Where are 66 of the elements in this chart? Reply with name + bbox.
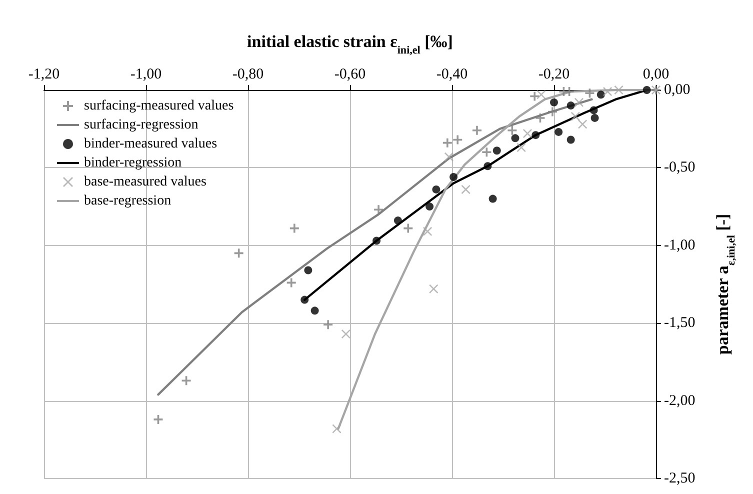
- point: [154, 414, 163, 424]
- y-tick-label: 0,00: [664, 82, 690, 98]
- point: [444, 152, 454, 162]
- point: [450, 173, 458, 182]
- point: [530, 92, 540, 101]
- y-tick-label: -2,50: [664, 470, 696, 486]
- point: [536, 113, 545, 122]
- point: [300, 296, 309, 304]
- point: [404, 224, 413, 233]
- legend-label: surfacing-measured values: [84, 98, 234, 114]
- point: [442, 138, 452, 148]
- x-tick-label: -1,20: [28, 66, 60, 82]
- legend-label: base-regression: [84, 194, 172, 208]
- point: [429, 284, 438, 294]
- point: [492, 146, 501, 155]
- y-tick-label: -1,00: [664, 237, 696, 254]
- point: [374, 205, 384, 214]
- point: [590, 114, 599, 122]
- y-axis-title: parameter aε,ini,el [-]: [713, 214, 738, 355]
- point: [453, 135, 462, 144]
- point: [310, 306, 319, 315]
- point: [590, 106, 598, 114]
- x-tick-label: -0,20: [538, 66, 570, 82]
- point: [532, 131, 540, 140]
- point: [182, 376, 191, 386]
- point: [461, 184, 470, 194]
- point: [585, 88, 594, 98]
- x-tick-label: -0,40: [436, 66, 468, 82]
- x-tick-label: -0,60: [334, 66, 366, 82]
- point: [341, 329, 350, 338]
- point: [488, 194, 497, 203]
- point: [564, 87, 574, 96]
- y-tick-label: -0,50: [664, 160, 696, 176]
- point: [614, 86, 624, 94]
- point: [324, 320, 333, 330]
- legend-label: base-measured values: [84, 174, 206, 190]
- point: [472, 126, 482, 135]
- x-tick-label: -0,80: [232, 66, 264, 82]
- point: [286, 278, 296, 288]
- point: [516, 143, 526, 152]
- x-tick-label: -1,00: [130, 66, 162, 82]
- point: [570, 112, 580, 121]
- point: [548, 107, 557, 116]
- point: [566, 102, 575, 110]
- point: [484, 162, 492, 170]
- point: [578, 120, 588, 129]
- point: [511, 134, 520, 142]
- y-tick-label: -1,50: [664, 315, 696, 332]
- legend-label: binder-regression: [84, 156, 182, 170]
- legend-label: surfacing-regression: [84, 118, 198, 132]
- point: [432, 185, 440, 194]
- point: [426, 202, 434, 211]
- point: [554, 128, 563, 136]
- point: [372, 236, 381, 245]
- point: [290, 224, 299, 233]
- y-tick-label: -2,00: [664, 392, 696, 409]
- legend-label: binder-measured values: [84, 136, 218, 152]
- point: [508, 126, 517, 135]
- point: [596, 90, 605, 99]
- point: [304, 266, 312, 274]
- point: [566, 136, 575, 144]
- point: [642, 86, 651, 94]
- x-tick-label: 0,00: [642, 66, 670, 82]
- point: [550, 98, 558, 106]
- point: [394, 216, 402, 225]
- point: [423, 226, 432, 236]
